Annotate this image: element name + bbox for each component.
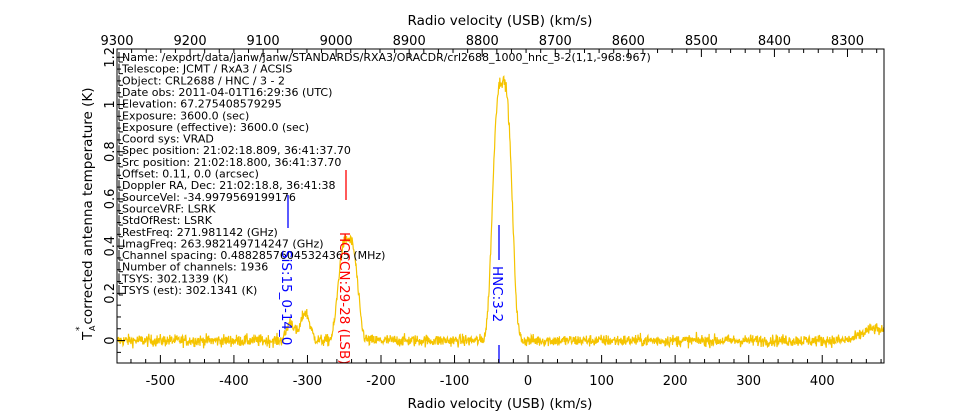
x-tick-label: 200 xyxy=(663,374,688,389)
top-x-tick-label: 8500 xyxy=(685,34,718,49)
top-x-tick-label: 8600 xyxy=(612,34,645,49)
info-line: StdOfRest: LSRK xyxy=(122,214,213,227)
spectrum-line xyxy=(116,75,885,349)
info-line: Exposure (effective): 3600.0 (sec) xyxy=(122,121,309,134)
info-line: TSYS (est): 302.1341 (K) xyxy=(121,284,257,297)
x-tick-label: 300 xyxy=(736,374,761,389)
y-tick-label: 0.2 xyxy=(103,283,118,304)
x-tick-label: -200 xyxy=(366,374,396,389)
y-axis-title: corrected antenna temperature (K) xyxy=(80,87,96,324)
x-tick-label: 400 xyxy=(810,374,835,389)
info-line: ImagFreq: 263.982149714247 (GHz) xyxy=(122,237,324,250)
info-line: Spec position: 21:02:18.809, 36:41:37.70 xyxy=(122,144,351,157)
x-tick-label: -300 xyxy=(293,374,323,389)
y-tick-label: 1 xyxy=(103,100,118,108)
top-x-tick-label: 8900 xyxy=(393,34,426,49)
top-x-tick-label: 8300 xyxy=(831,34,864,49)
y-tick-label: 0.4 xyxy=(103,236,118,257)
line-identifications: SiS:15_0-14_0 HCCCN:29-28 (LSB) HNC:3-2 xyxy=(278,170,505,364)
info-line: Date obs: 2011-04-01T16:29:36 (UTC) xyxy=(122,86,332,99)
x-tick-label: -100 xyxy=(440,374,470,389)
top-x-tick-label: 9100 xyxy=(247,34,280,49)
info-line: Name: /export/data/janw/janw/STANDARDS/R… xyxy=(122,51,651,64)
info-line: Elevation: 67.275408579295 xyxy=(122,98,282,111)
y-tick-label: 0 xyxy=(103,336,118,344)
top-axis-title: Radio velocity (USB) (km/s) xyxy=(408,13,593,29)
y-symbol-sub: A xyxy=(88,325,97,331)
axes: -500 -400 -300 -200 -100 0 100 200 300 400 9300 920… xyxy=(100,34,885,389)
y-axis-label: corrected antenna temperature (K) xyxy=(80,87,96,324)
y-tick-label: 0.6 xyxy=(103,189,118,210)
info-line: TSYS: 302.1339 (K) xyxy=(121,272,228,285)
info-line: Channel spacing: 0.48828576045324365 (MH… xyxy=(122,249,385,262)
top-x-tick-label: 9200 xyxy=(174,34,207,49)
info-line: Number of channels: 1936 xyxy=(122,261,268,274)
y-tick-label: 1.2 xyxy=(103,47,118,68)
y-tick-label: 0.8 xyxy=(103,141,118,162)
x-tick-label: -400 xyxy=(219,374,249,389)
info-line: Exposure: 3600.0 (sec) xyxy=(122,109,249,122)
line-id-label: HCCCN:29-28 (LSB) xyxy=(336,232,352,364)
plot-frame xyxy=(116,48,885,364)
x-tick-label: 100 xyxy=(589,374,614,389)
info-line: RestFreq: 271.981142 (GHz) xyxy=(122,226,278,239)
info-line: Object: CRL2688 / HNC / 3 - 2 xyxy=(122,74,285,87)
y-symbol-T: T xyxy=(80,331,96,341)
info-line: Coord sys: VRAD xyxy=(122,133,214,146)
top-x-tick-label: 8400 xyxy=(758,34,791,49)
top-x-tick-label: 8800 xyxy=(466,34,499,49)
info-line: Doppler RA, Dec: 21:02:18.8, 36:41:38 xyxy=(122,179,336,192)
x-tick-label: 0 xyxy=(524,374,532,389)
line-id-label: HNC:3-2 xyxy=(489,266,505,322)
x-tick-label: -500 xyxy=(146,374,176,389)
info-line: SourceVel: -34.9979569199176 xyxy=(122,191,296,204)
info-line: Src position: 21:02:18.800, 36:41:37.70 xyxy=(122,156,341,169)
info-line: Offset: 0.11, 0.0 (arcsec) xyxy=(122,168,259,181)
header-info: Name: /export/data/janw/janw/STANDARDS/R… xyxy=(118,51,651,297)
line-id-label: SiS:15_0-14_0 xyxy=(278,250,294,345)
top-x-tick-label: 8700 xyxy=(539,34,572,49)
y-axis-symbol: T A * xyxy=(75,325,97,341)
info-line: Telescope: JCMT / RxA3 / ACSIS xyxy=(121,63,292,76)
spectrum-series xyxy=(116,75,885,349)
top-x-tick-label: 9300 xyxy=(100,34,133,49)
info-line: SourceVRF: LSRK xyxy=(122,202,216,215)
bottom-axis-title: Radio velocity (USB) (km/s) xyxy=(408,396,593,412)
y-symbol-sup: * xyxy=(75,326,85,331)
top-x-tick-label: 9000 xyxy=(320,34,353,49)
